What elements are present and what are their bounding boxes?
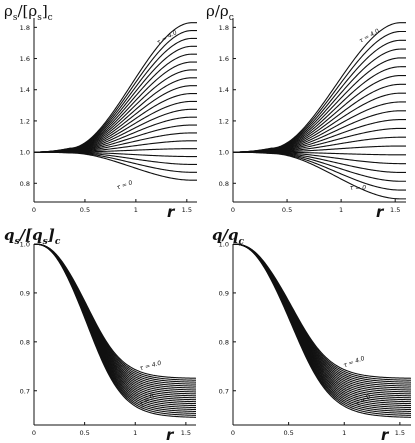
- y-tick-label: 0.8: [20, 338, 30, 346]
- panel-2-ylabel: ρ/ρc: [206, 2, 234, 23]
- y-tick-label: 1.0: [20, 149, 30, 157]
- series-line: [233, 83, 406, 153]
- y-tick-label: 1.4: [219, 86, 229, 94]
- x-tick-label: 0.5: [282, 206, 292, 214]
- y-tick-label: 1.0: [20, 241, 30, 249]
- series-line: [232, 243, 412, 379]
- y-tick-label: 1.0: [219, 241, 229, 249]
- curve-annotation: τ = 4.0: [343, 355, 366, 369]
- x-tick-label: 1.5: [395, 429, 405, 437]
- x-tick-label: 1.5: [390, 206, 400, 214]
- y-tick-label: 1.0: [219, 149, 229, 157]
- y-tick-label: 1.6: [20, 55, 30, 63]
- x-tick-label: 1: [133, 429, 137, 437]
- series-line: [233, 22, 406, 153]
- series-line: [34, 45, 197, 153]
- series-line: [34, 77, 197, 153]
- y-tick-label: 0.7: [20, 387, 30, 395]
- y-tick-label: 0.8: [219, 180, 229, 188]
- x-tick-label: 0.5: [79, 429, 89, 437]
- x-tick-label: 0.5: [283, 429, 293, 437]
- curve-annotation: τ = 0: [116, 179, 134, 191]
- series-line: [232, 243, 412, 416]
- panel-2: 0.8 1.0 1.2 1.4 1.6 1.8 0 0.5 1 1.5 r τ = 4.0 τ = 0: [219, 18, 406, 221]
- x-axis-label: r: [376, 203, 385, 221]
- y-tick-label: 0.8: [20, 180, 30, 188]
- panel-3: 0.70.80.91.00 0.5 1 1.5rτ = 4.0τ = 0: [20, 241, 197, 443]
- y-tick-label: 1.8: [20, 24, 30, 32]
- x-tick-label: 1.5: [181, 429, 191, 437]
- series-line: [33, 243, 197, 412]
- x-tick-label: 0: [231, 206, 235, 214]
- x-tick-label: 0.5: [80, 206, 90, 214]
- x-tick-label: 1.5: [182, 206, 192, 214]
- y-tick-label: 0.9: [219, 289, 229, 297]
- x-tick-label: 0: [231, 429, 235, 437]
- x-tick-label: 1: [342, 429, 346, 437]
- series-line: [33, 243, 197, 416]
- series-line: [33, 243, 197, 414]
- series-line: [233, 30, 406, 153]
- x-axis-label: r: [167, 203, 176, 221]
- series-line: [232, 243, 412, 414]
- x-tick-label: 0: [32, 206, 36, 214]
- panel-4: 0.70.80.91.00 0.5 1 1.5rτ = 4.0τ = 0: [219, 241, 412, 443]
- series-line: [33, 243, 197, 379]
- y-tick-label: 1.8: [219, 24, 229, 32]
- x-axis-label: r: [166, 426, 175, 443]
- y-tick-label: 1.2: [219, 117, 229, 125]
- y-tick-label: 1.4: [20, 86, 30, 94]
- x-tick-label: 1: [339, 206, 343, 214]
- y-tick-label: 0.7: [219, 387, 229, 395]
- panel-4-ylabel: q/qc: [212, 226, 244, 247]
- y-tick-label: 0.9: [20, 289, 30, 297]
- y-tick-label: 0.8: [219, 338, 229, 346]
- series-line: [34, 22, 197, 153]
- panel-1-ylabel: ρs/[ρs]c: [4, 2, 53, 23]
- curve-annotation: τ = 4.0: [358, 28, 381, 45]
- panel-1: 0.81.01.21.41.61.80 0.5 1 1.5rτ = 4.0τ = 0: [20, 18, 197, 221]
- panel-3-ylabel: qs/[qs]c: [4, 226, 61, 247]
- x-tick-label: 0: [32, 429, 36, 437]
- x-tick-label: 1: [134, 206, 138, 214]
- y-tick-label: 1.6: [219, 55, 229, 63]
- curve-annotation: τ = 4.0: [139, 360, 162, 373]
- curve-annotation: τ = 0: [350, 185, 366, 192]
- series-line: [232, 243, 412, 412]
- y-tick-label: 1.2: [20, 117, 30, 125]
- series-line: [34, 151, 197, 173]
- x-axis-label: r: [381, 426, 390, 443]
